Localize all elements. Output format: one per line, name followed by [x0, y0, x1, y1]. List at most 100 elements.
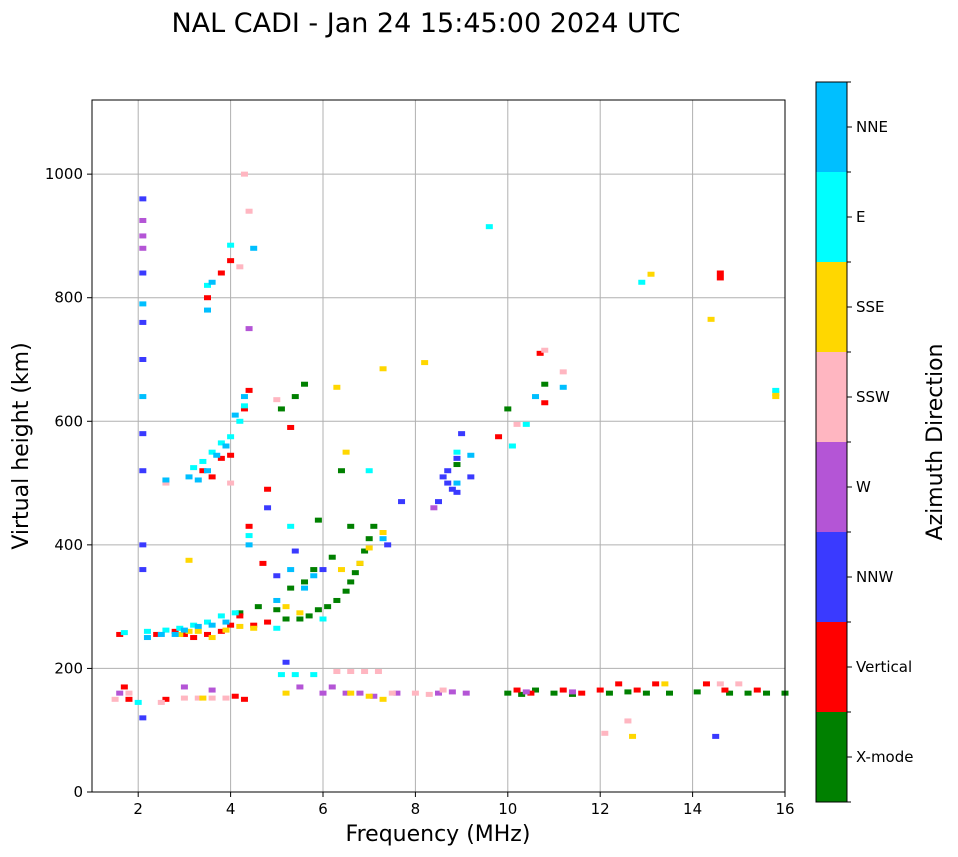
data-point-ssw [361, 669, 369, 675]
data-point-ssw [245, 208, 253, 214]
colorbar-label: X-mode [856, 748, 913, 766]
data-point-nne [162, 477, 170, 483]
colorbar-segment [816, 532, 847, 622]
data-point-x-mode [347, 523, 355, 529]
data-point-nne [194, 623, 202, 629]
data-point-sse [333, 384, 341, 390]
data-point-sse [379, 366, 387, 372]
data-point-vertical [495, 434, 503, 440]
data-point-nne [208, 622, 216, 628]
data-point-nne [139, 301, 147, 307]
data-point-vertical [559, 687, 567, 693]
data-point-nne [171, 631, 179, 637]
x-tick-label: 2 [133, 800, 143, 818]
data-point-ssw [240, 171, 248, 177]
data-point-e [508, 443, 516, 449]
y-tick-label: 400 [54, 536, 83, 554]
data-point-vertical [236, 613, 244, 619]
data-points [111, 171, 789, 739]
data-point-vertical [204, 631, 211, 637]
data-point-nnw [384, 542, 392, 548]
data-point-nnw [458, 431, 466, 437]
data-point-w [245, 326, 253, 332]
data-point-sse [222, 627, 230, 633]
data-point-x-mode [324, 604, 332, 610]
colorbar-label: NNW [856, 568, 893, 586]
data-point-sse [772, 390, 780, 396]
colorbar-segment [816, 442, 847, 532]
data-point-w [435, 690, 442, 696]
colorbar-label: SSW [856, 388, 890, 406]
data-point-sse [236, 623, 244, 629]
data-point-vertical [536, 350, 544, 356]
data-point-ssw [333, 669, 341, 675]
data-point-nne [310, 573, 318, 579]
data-point-vertical [199, 468, 207, 474]
data-point-vertical [120, 684, 128, 690]
data-point-w [356, 690, 364, 696]
data-point-e [204, 619, 211, 625]
data-point-sse [379, 530, 387, 535]
data-point-x-mode [287, 585, 295, 591]
data-point-e [190, 622, 198, 628]
data-point-ssw [425, 691, 433, 697]
colorbar: X-mode Vertical NNW W SSW SSE E NNE [815, 81, 913, 803]
data-point-w [208, 687, 216, 693]
data-point-sse [250, 625, 258, 631]
data-point-x-mode [254, 604, 262, 610]
data-point-vertical [716, 275, 724, 281]
data-point-e [287, 523, 295, 529]
data-point-ssw [411, 690, 419, 696]
data-point-ssw [541, 347, 549, 353]
data-point-vertical [227, 622, 235, 628]
data-point-vertical [153, 631, 161, 637]
data-point-e [217, 613, 225, 619]
data-point-ssw [222, 695, 230, 701]
data-point-nne [231, 412, 239, 418]
data-point-x-mode [726, 690, 734, 696]
data-point-nnw [139, 567, 147, 573]
data-point-vertical [513, 687, 521, 693]
data-point-nnw [448, 486, 456, 492]
data-point-ssw [227, 480, 235, 486]
data-point-nnw [398, 499, 406, 505]
data-point-e [162, 627, 170, 633]
data-point-vertical [217, 455, 225, 461]
data-point-nnw [139, 196, 147, 202]
colorbar-frame [815, 81, 848, 803]
data-point-nnw [444, 468, 452, 474]
data-point-vertical [615, 681, 623, 687]
data-point-sse [208, 635, 216, 641]
data-point-e [231, 610, 239, 616]
data-point-vertical [716, 270, 724, 276]
data-point-x-mode [453, 462, 461, 468]
data-point-nnw [264, 505, 272, 511]
data-point-x-mode [342, 588, 350, 594]
data-point-e [273, 625, 281, 631]
data-point-w [328, 684, 336, 690]
data-point-nnw [282, 659, 290, 665]
data-point-sse [342, 449, 350, 455]
data-point-vertical [125, 696, 133, 702]
data-point-w [370, 693, 378, 699]
data-point-e [208, 449, 216, 455]
data-point-e [310, 672, 318, 678]
data-point-x-mode [624, 689, 632, 695]
data-point-nne [185, 474, 193, 480]
data-point-vertical [180, 631, 188, 637]
data-point-vertical [633, 687, 641, 693]
data-point-ssw [125, 690, 133, 696]
data-point-x-mode [333, 597, 341, 603]
data-point-nne [222, 619, 230, 625]
data-point-e [134, 699, 142, 705]
data-point-sse [199, 695, 207, 701]
data-point-nne [194, 477, 202, 483]
colorbar-segment [816, 262, 847, 352]
data-point-x-mode [532, 687, 540, 693]
data-point-nne [208, 279, 216, 285]
data-point-vertical [287, 424, 295, 430]
data-point-vertical [227, 258, 235, 264]
data-point-ssw [111, 696, 119, 702]
colorbar-segment [816, 82, 847, 172]
